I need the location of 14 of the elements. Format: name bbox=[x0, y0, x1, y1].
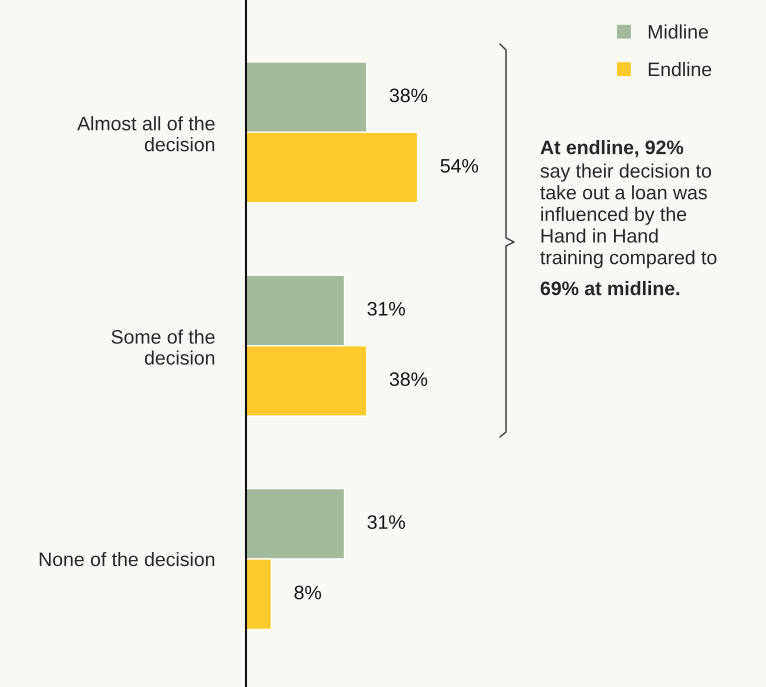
y-tick-label: Some of the decision bbox=[111, 330, 215, 365]
text: At endline, 92% bbox=[540, 140, 684, 158]
y-tick-label: Almost all of the decision bbox=[77, 116, 215, 152]
data-label: 54% bbox=[440, 159, 478, 173]
legend-label: Endline bbox=[648, 62, 712, 76]
legend-label: Midline bbox=[648, 24, 708, 39]
data-label: 38% bbox=[390, 88, 428, 102]
text: say their decision to take out a loan was influenced by the Hand in Hand training compared to bbox=[540, 164, 716, 268]
data-label: 8% bbox=[294, 586, 322, 600]
y-tick-label: None of the decision bbox=[40, 552, 214, 566]
data-label: 31% bbox=[367, 302, 405, 316]
text: 69% at midline. bbox=[540, 281, 680, 296]
data-label: 38% bbox=[390, 372, 428, 386]
data-label: 31% bbox=[367, 515, 405, 530]
